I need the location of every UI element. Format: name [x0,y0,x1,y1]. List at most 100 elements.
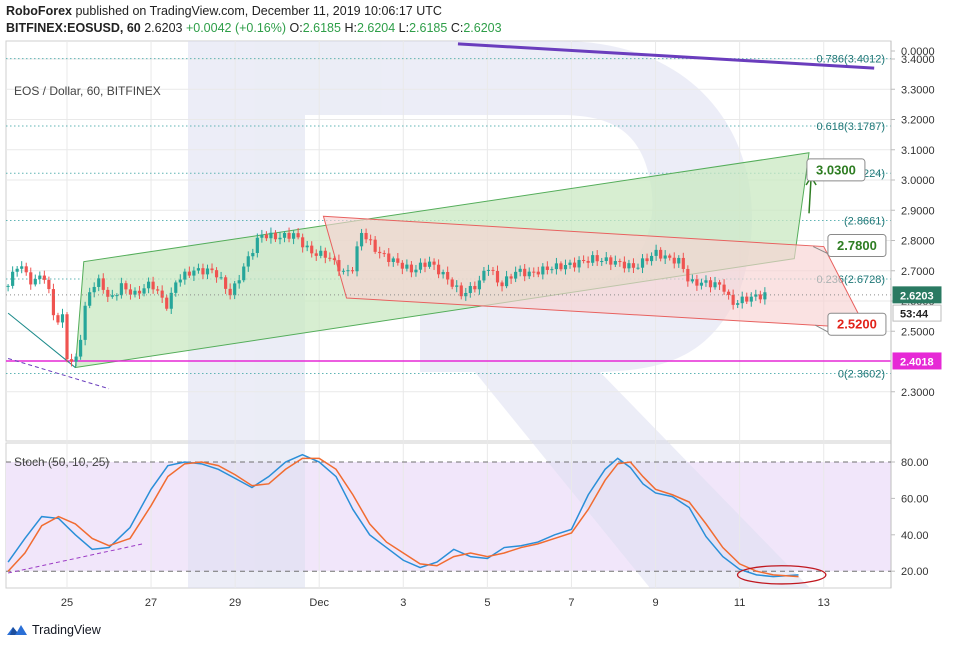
candle-body-153 [699,282,704,286]
candle-body-122 [559,263,563,270]
candle-body-132 [604,257,608,262]
candle-body-91 [418,262,423,270]
x-tick-label-7: 9 [652,597,658,609]
candle-body-52 [242,266,246,281]
x-tick-label-8: 11 [734,597,745,609]
candle-body-128 [586,260,590,263]
candle-body-20 [97,278,101,287]
resistance-trendline [457,42,875,70]
candle-body-55 [255,237,259,254]
candle-body-43 [201,268,205,275]
candle-body-77 [355,246,359,272]
candle-body-126 [577,259,581,268]
candle-body-18 [88,292,92,306]
x-tick-label-1: 27 [145,597,157,609]
main-chart-title: EOS / Dollar, 60, BITFINEX [14,84,161,98]
candle-body-159 [727,291,731,295]
y-tick-label-8: 2.7000 [901,266,935,278]
candle-body-113 [518,268,522,272]
candle-body-95 [437,264,441,275]
candle-body-66 [305,245,309,248]
x-tick-label-9: 13 [818,597,830,609]
candle-body-82 [378,251,382,254]
target-box-0 [806,158,866,182]
candle-body-36 [169,292,173,309]
candle-body-30 [142,288,146,294]
candle-body-114 [523,268,527,277]
candle-body-100 [459,285,463,297]
candle-body-14 [69,359,74,362]
ohlc-header: BITFINEX:EOSUSD, 60 2.6203 +0.0042 (+0.1… [6,21,502,35]
candle-body-7 [38,275,42,279]
price-tag-box-1 [892,304,942,322]
candle-body-46 [214,270,219,278]
stoch-series-0 [7,453,799,578]
candle-body-61 [282,232,287,238]
candle-body-120 [550,269,554,271]
candle-body-68 [314,253,318,256]
candle-body-157 [717,282,722,285]
candle-body-72 [332,258,336,261]
candle-body-74 [341,270,346,272]
candle-body-15 [74,356,78,362]
tradingview-logo-text: TradingView [32,623,101,637]
price-tag-box-2 [892,352,942,370]
candle-body-150 [686,268,690,282]
candle-body-71 [328,257,332,259]
candle-body-106 [486,269,491,271]
candle-body-80 [369,239,373,241]
candle-body-124 [568,262,572,265]
y-tick-label-10: 2.5000 [901,326,935,338]
y-tick-label-7: 2.8000 [901,236,935,248]
candle-body-22 [106,289,110,297]
candle-body-121 [554,263,559,270]
candle-body-148 [677,257,681,264]
candle-body-144 [659,249,663,259]
open-value: 2.6185 [302,21,341,35]
candle-body-166 [758,294,762,300]
price-tag-box-0 [892,286,942,304]
tradingview-footer: TradingView [6,623,101,637]
x-tick-label-0: 25 [61,597,73,609]
candle-body-76 [350,270,355,272]
candle-body-137 [627,263,631,269]
candle-body-50 [233,283,237,296]
x-tick-label-4: 3 [400,597,406,609]
candle-body-84 [387,253,391,262]
stoch-tick-label-3: 20.00 [901,566,929,578]
y-tick-label-6: 2.9000 [901,205,935,217]
candle-body-107 [491,269,495,271]
candle-body-146 [668,255,672,258]
candle-body-119 [545,266,549,270]
close-value: 2.6203 [463,21,502,35]
candle-body-25 [119,283,123,296]
stoch-tick-label-2: 40.00 [901,530,929,542]
candle-body-90 [414,269,418,273]
open-label: O: [289,21,303,35]
target-label-2: 2.5200 [837,317,877,332]
candle-body-162 [740,296,744,304]
candle-body-56 [260,234,264,238]
stoch-tick-label-0: 80.00 [901,457,929,469]
x-tick-label-6: 7 [568,597,574,609]
candle-body-23 [110,295,114,297]
candle-body-118 [541,266,545,275]
candle-body-104 [477,280,481,290]
candle-body-158 [722,284,726,292]
candle-body-135 [618,261,622,263]
candle-body-127 [582,259,586,261]
candle-body-97 [446,271,450,280]
candle-body-136 [622,261,626,269]
y-tick-label-2: 3.3000 [901,84,935,96]
candle-body-38 [178,279,182,283]
candle-body-34 [160,290,164,298]
candle-body-21 [101,278,105,290]
candle-body-57 [264,234,268,239]
candle-body-105 [482,270,486,281]
candle-body-10 [51,289,56,316]
price-tag-label-1: 53:44 [900,309,929,321]
candle-body-160 [731,294,735,305]
candle-body-86 [396,258,400,263]
candle-body-88 [405,264,409,269]
